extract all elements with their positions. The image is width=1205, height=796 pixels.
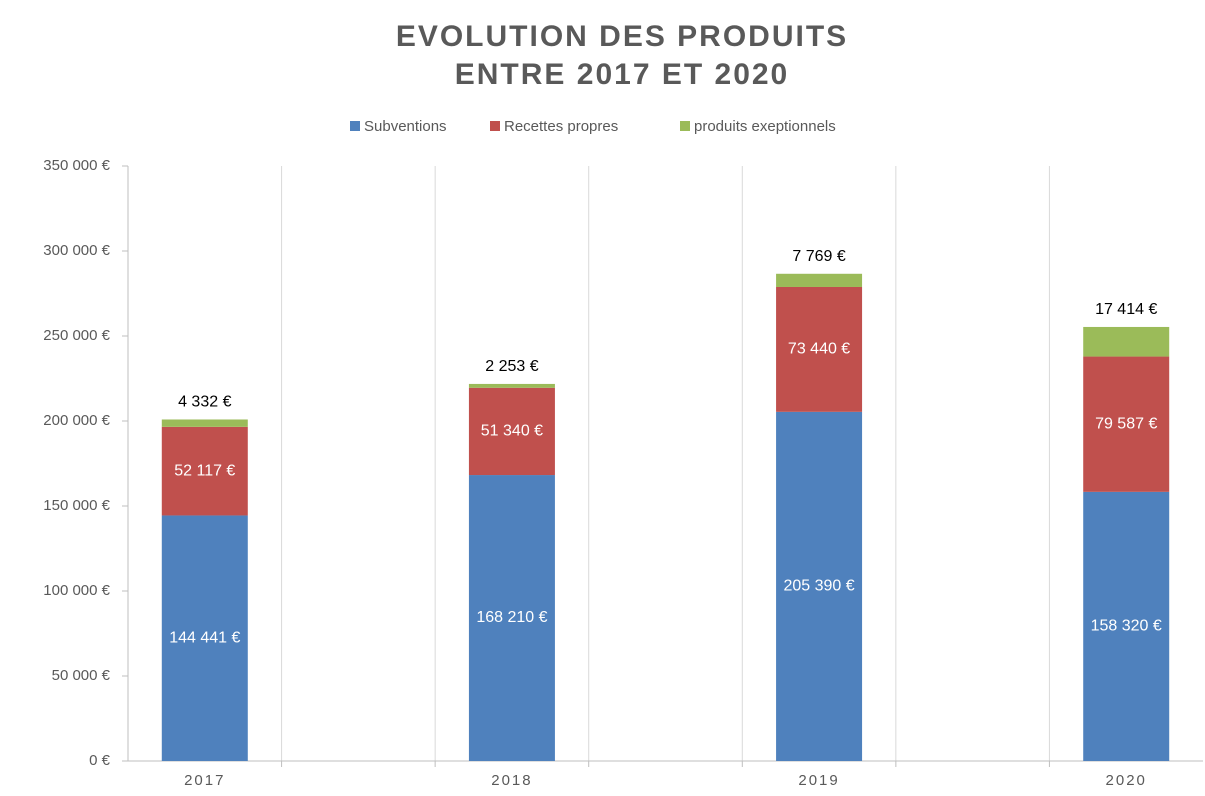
bar-segment [161, 515, 248, 761]
y-tick-label: 50 000 € [52, 667, 111, 684]
x-tick-label: 2020 [1106, 772, 1147, 789]
data-label: 17 414 € [1095, 301, 1157, 318]
data-label: 52 117 € [174, 462, 235, 479]
bar-segment [468, 475, 555, 761]
data-label: 205 390 € [783, 578, 854, 595]
bar-segment [468, 387, 555, 476]
legend-swatch [490, 121, 500, 131]
x-tick-label: 2019 [798, 772, 839, 789]
bar-segment [1083, 326, 1170, 357]
legend-label: produits exeptionnels [694, 118, 836, 135]
bar-segment [776, 273, 863, 287]
x-tick-label: 2018 [491, 772, 532, 789]
bar-segment [776, 411, 863, 761]
y-tick-label: 350 000 € [43, 157, 110, 174]
bar-segment [1083, 491, 1170, 761]
data-label: 144 441 € [169, 629, 240, 646]
data-label: 168 210 € [476, 609, 547, 626]
data-label: 2 253 € [485, 358, 538, 375]
legend-label: Recettes propres [504, 118, 618, 135]
data-label: 51 340 € [481, 423, 543, 440]
bar-segment [1083, 356, 1170, 492]
data-label: 7 769 € [792, 248, 845, 265]
bar-segment [468, 383, 555, 388]
legend-swatch [350, 121, 360, 131]
data-label: 79 587 € [1095, 415, 1157, 432]
legend-label: Subventions [364, 118, 447, 135]
y-tick-label: 100 000 € [43, 582, 110, 599]
y-tick-label: 150 000 € [43, 497, 110, 514]
y-tick-label: 300 000 € [43, 242, 110, 259]
legend-swatch [680, 121, 690, 131]
data-label: 4 332 € [178, 394, 231, 411]
x-tick-label: 2017 [184, 772, 225, 789]
bar-segment [161, 419, 248, 427]
y-tick-label: 200 000 € [43, 412, 110, 429]
data-label: 158 320 € [1091, 618, 1162, 635]
data-label: 73 440 € [788, 341, 850, 358]
y-tick-label: 0 € [89, 752, 111, 769]
chart-title: ENTRE 2017 ET 2020 [455, 58, 790, 91]
y-tick-label: 250 000 € [43, 327, 110, 344]
bar-segment [776, 286, 863, 412]
bar-segment [161, 426, 248, 516]
chart-title: EVOLUTION DES PRODUITS [396, 20, 848, 53]
